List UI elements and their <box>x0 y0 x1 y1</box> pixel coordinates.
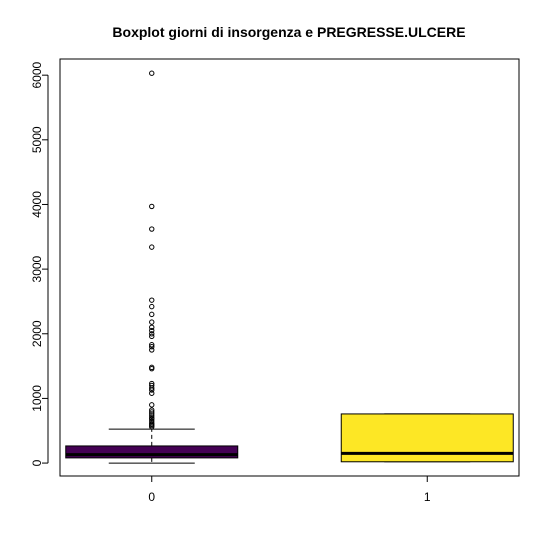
y-tick-label: 6000 <box>30 61 44 88</box>
boxes-layer <box>66 71 514 463</box>
x-tick-label: 0 <box>148 490 155 504</box>
y-tick-label: 3000 <box>30 255 44 282</box>
y-axis: 0 1000 2000 3000 4000 5000 6000 <box>30 61 48 466</box>
outlier-point <box>150 245 154 249</box>
x-tick-label: 1 <box>424 490 431 504</box>
outlier-point <box>150 320 154 324</box>
y-tick-label: 1000 <box>30 385 44 412</box>
outlier-point <box>150 304 154 308</box>
y-tick-label: 5000 <box>30 126 44 153</box>
y-tick-label: 2000 <box>30 320 44 347</box>
chart-title: Boxplot giorni di insorgenza e PREGRESSE… <box>112 24 465 40</box>
outlier-point <box>150 204 154 208</box>
y-tick-label: 0 <box>30 459 44 466</box>
outlier-point <box>150 298 154 302</box>
outlier-point <box>150 403 154 407</box>
outlier-point <box>150 312 154 316</box>
y-tick-label: 4000 <box>30 191 44 218</box>
box-group-0 <box>66 71 238 463</box>
outlier-point <box>150 227 154 231</box>
outlier-point <box>150 325 154 329</box>
outlier-point <box>150 71 154 75</box>
box-group-1 <box>341 414 513 462</box>
